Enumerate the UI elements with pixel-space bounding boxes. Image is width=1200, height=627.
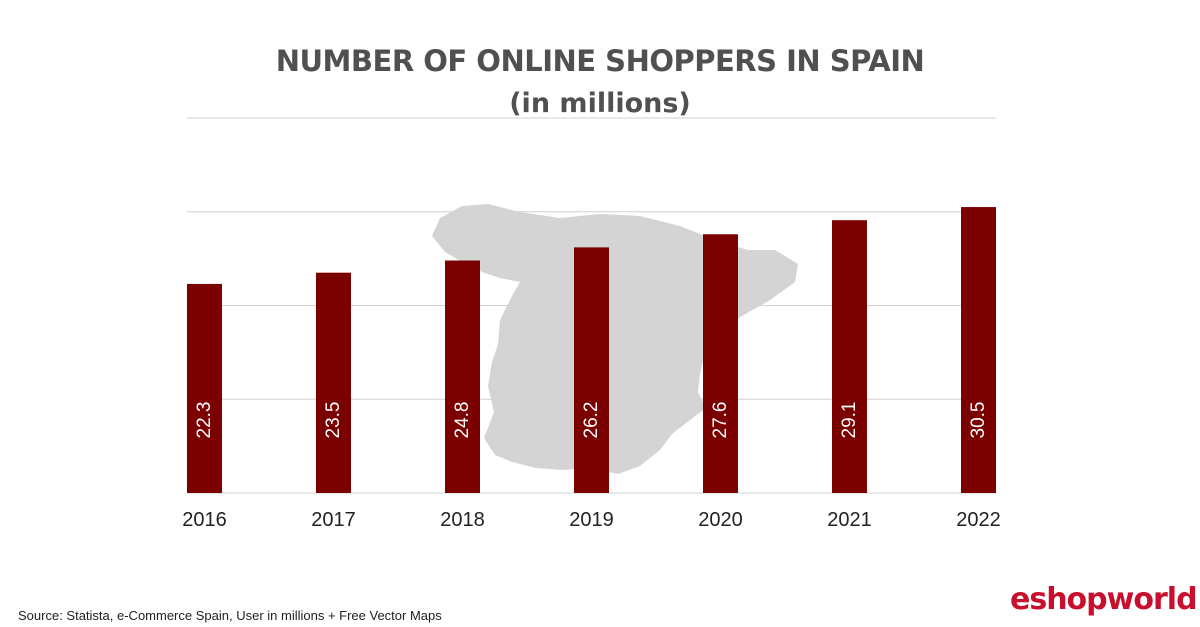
bar-2021 — [832, 220, 867, 493]
logo-globe-o: o — [1133, 582, 1154, 617]
bar-2020 — [703, 234, 738, 493]
x-tick-label: 2021 — [827, 509, 872, 531]
x-tick-label: 2019 — [569, 509, 614, 531]
chart-subtitle: (in millions) — [509, 88, 691, 119]
bar-2017 — [316, 272, 351, 493]
bar-value-label: 26.2 — [581, 402, 602, 439]
spain-map-silhouette — [432, 204, 798, 474]
x-axis-tick-labels: 2016 2017 2018 2019 2020 2021 2022 — [182, 509, 1001, 531]
bar-2018 — [445, 260, 480, 493]
bar-value-label: 29.1 — [839, 402, 860, 439]
bars — [187, 207, 996, 493]
bar-value-labels: 22.3 23.5 24.8 26.2 27.6 29.1 30.5 — [194, 402, 989, 439]
source-note: Source: Statista, e-Commerce Spain, User… — [18, 608, 442, 623]
logo-text-end: rld — [1153, 582, 1198, 617]
bar-value-label: 27.6 — [710, 402, 731, 439]
bar-2022 — [961, 207, 996, 493]
bar-value-label: 30.5 — [968, 402, 989, 439]
logo-text-start: eshopw — [1010, 582, 1134, 617]
x-tick-label: 2020 — [698, 509, 743, 531]
bar-value-label: 24.8 — [452, 402, 473, 439]
bar-value-label: 23.5 — [323, 402, 344, 439]
bar-value-label: 22.3 — [194, 402, 215, 439]
x-tick-label: 2022 — [956, 509, 1001, 531]
x-tick-label: 2016 — [182, 509, 227, 531]
bar-chart: 22.3 23.5 24.8 26.2 27.6 29.1 30.5 2016 2017 201… — [182, 117, 1001, 531]
chart-title: NUMBER OF ONLINE SHOPPERS IN SPAIN — [275, 44, 925, 78]
bar-2016 — [187, 283, 222, 493]
eshopworld-logo: eshopworld — [1010, 582, 1198, 617]
x-tick-label: 2017 — [311, 509, 356, 531]
x-tick-label: 2018 — [440, 509, 485, 531]
bar-2019 — [574, 247, 609, 493]
